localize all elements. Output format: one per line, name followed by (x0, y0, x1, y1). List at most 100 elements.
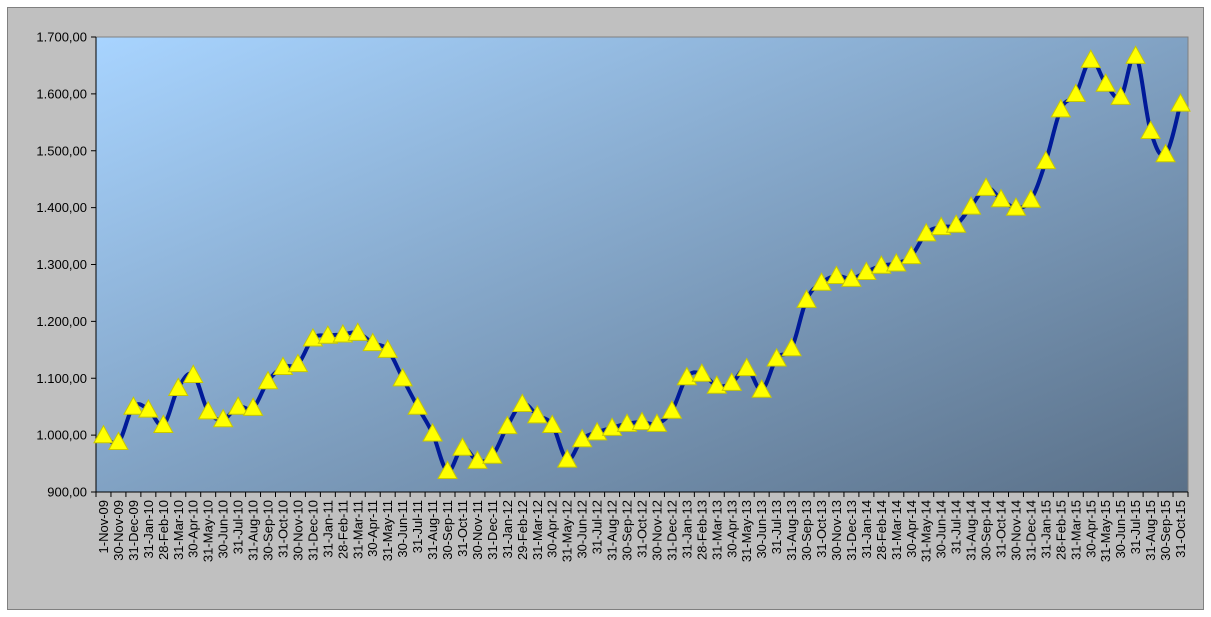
data-point-marker (960, 195, 982, 215)
data-point-marker (930, 216, 952, 236)
data-point-marker (1155, 143, 1176, 163)
data-point-marker (1110, 86, 1132, 105)
x-tick-label: 31-Aug-15 (1143, 500, 1158, 561)
data-point-marker (885, 252, 907, 272)
x-tick-label: 31-May-14 (919, 500, 934, 562)
x-tick-label: 30-Jun-11 (395, 500, 410, 558)
x-tick-label: 30-Jun-13 (754, 500, 769, 559)
data-point-marker (227, 396, 249, 415)
data-point-marker (1125, 45, 1146, 64)
data-point-marker (437, 460, 458, 480)
x-tick-label: 31-Mar-14 (889, 500, 904, 560)
data-point-marker (212, 408, 234, 428)
data-point-marker (1095, 73, 1117, 92)
x-tick-label: 31-Dec-13 (844, 500, 859, 561)
x-tick-label: 31-Jan-11 (320, 500, 335, 558)
x-tick-label: 28-Feb-13 (694, 500, 709, 560)
x-tick-label: 31-Oct-12 (635, 500, 650, 558)
x-tick-label: 30-Sep-10 (261, 500, 276, 561)
data-point-marker (1140, 120, 1161, 139)
x-tick-label: 31-Aug-14 (964, 500, 979, 561)
data-point-marker (347, 322, 369, 341)
marker-group (93, 45, 1191, 480)
data-point-marker (302, 327, 324, 347)
data-point-marker (601, 417, 623, 436)
data-point-marker (571, 428, 593, 448)
y-tick-label: 1.600,00 (36, 86, 87, 101)
x-tick-label: 31-Jan-15 (1038, 500, 1053, 559)
y-tick-label: 1.000,00 (36, 428, 87, 443)
data-point-marker (407, 396, 428, 415)
data-point-marker (497, 415, 518, 435)
data-point-marker (287, 353, 309, 373)
x-tick-label: 30-Apr-10 (186, 500, 201, 558)
data-point-marker (526, 404, 548, 424)
data-point-marker (1005, 197, 1027, 216)
y-tick-label: 1.200,00 (36, 314, 87, 329)
y-tick-label: 900,00 (47, 485, 87, 500)
x-tick-label: 29-Feb-12 (515, 500, 530, 560)
x-tick-label: 30-Nov-10 (290, 500, 305, 561)
y-tick-label: 1.300,00 (36, 257, 87, 272)
x-tick-label: 30-Apr-14 (904, 500, 919, 558)
x-tick-label: 31-Dec-10 (305, 500, 320, 561)
x-tick-label: 31-Mar-13 (709, 500, 724, 560)
x-tick-label: 31-Oct-10 (275, 500, 290, 558)
x-tick-label: 31-Dec-09 (126, 500, 141, 561)
data-point-marker (482, 445, 503, 464)
x-tick-label: 31-Oct-11 (455, 500, 470, 557)
data-point-marker (766, 347, 787, 367)
line-chart: 900,00 1.000,00 1.100,00 1.200,00 1.300,00 1.… (36, 30, 1191, 562)
data-point-marker (900, 245, 922, 265)
x-tick-label: 31-Aug-10 (246, 500, 261, 561)
x-tick-label: 31-Jul-10 (231, 500, 246, 554)
x-tick-label: 31-Jul-14 (949, 500, 964, 554)
data-point-marker (676, 366, 698, 386)
data-point-marker (1020, 189, 1042, 208)
x-tick-label: 30-Nov-09 (111, 500, 126, 561)
x-tick-label: 28-Feb-15 (1053, 500, 1068, 560)
x-tick-label: 30-Sep-12 (620, 500, 635, 561)
data-point-marker (422, 422, 443, 442)
x-tick-label: 31-Jul-11 (410, 500, 425, 553)
data-point-marker (1050, 98, 1072, 118)
data-point-marker (556, 449, 578, 468)
x-tick-label: 31-Jan-12 (500, 500, 515, 559)
data-point-marker (242, 397, 264, 416)
x-tick-label: 30-Jun-15 (1113, 500, 1128, 559)
x-tick-label: 31-May-15 (1098, 500, 1113, 562)
data-point-marker (1035, 150, 1057, 170)
x-tick-label: 30-Sep-15 (1158, 500, 1173, 561)
data-point-marker (736, 357, 758, 377)
data-point-marker (392, 367, 414, 387)
data-point-marker (197, 400, 219, 420)
data-point-marker (691, 363, 713, 382)
x-tick-label: 31-Jul-12 (590, 500, 605, 554)
x-tick-label: 30-Jun-10 (216, 500, 231, 559)
x-tick-label: 31-Dec-12 (664, 500, 679, 561)
x-tick-label: 31-May-13 (739, 500, 754, 562)
x-tick-label: 1-Nov-09 (96, 500, 111, 553)
data-point-marker (796, 289, 817, 308)
y-axis: 900,00 1.000,00 1.100,00 1.200,00 1.300,00 1.… (36, 30, 97, 500)
data-point-marker (721, 372, 743, 391)
data-point-marker (108, 431, 129, 451)
data-point-marker (93, 424, 114, 444)
data-point-marker (661, 400, 683, 419)
data-point-marker (123, 396, 144, 415)
data-point-marker (1080, 49, 1102, 68)
data-point-marker (138, 399, 159, 418)
data-point-marker (945, 214, 967, 233)
x-tick-label: 30-Apr-13 (724, 500, 739, 558)
data-point-marker (751, 379, 773, 398)
x-tick-label: 30-Sep-13 (799, 500, 814, 561)
data-point-marker (1170, 93, 1191, 112)
x-tick-label: 30-Apr-12 (545, 500, 560, 558)
data-point-marker (332, 323, 354, 343)
x-tick-label: 31-Aug-13 (784, 500, 799, 561)
x-tick-label: 31-Aug-12 (605, 500, 620, 561)
chart-frame: 900,00 1.000,00 1.100,00 1.200,00 1.300,00 1.… (7, 7, 1204, 610)
x-tick-label: 31-Dec-14 (1023, 500, 1038, 561)
x-tick-label: 30-Nov-11 (470, 500, 485, 560)
x-tick-label: 31-Jan-14 (859, 500, 874, 559)
